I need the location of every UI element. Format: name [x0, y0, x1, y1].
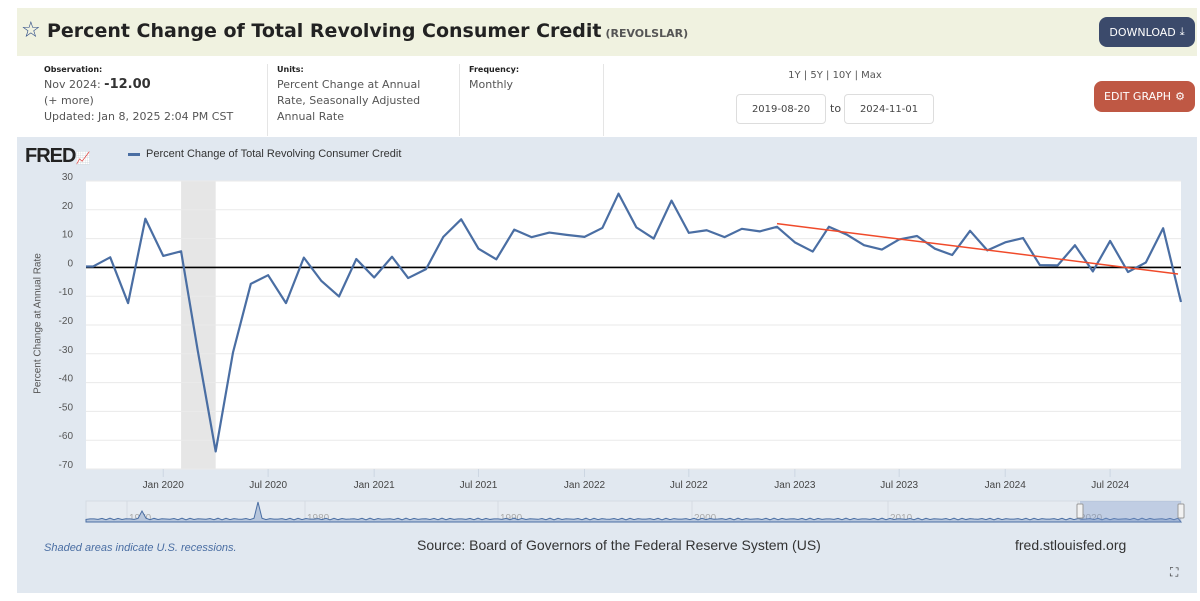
- x-tick-label: Jul 2024: [1091, 480, 1129, 491]
- navigator-handle[interactable]: [1177, 503, 1185, 519]
- observation-block: Observation: Nov 2024: -12.00 (+ more) U…: [44, 65, 234, 123]
- x-tick-label: Jul 2021: [460, 480, 498, 491]
- x-tick-label: Jan 2020: [143, 480, 185, 491]
- units-block: Units: Percent Change at Annual Rate, Se…: [277, 65, 421, 123]
- frequency-block: Frequency: Monthly: [469, 65, 520, 91]
- y-tick-label: -60: [59, 431, 74, 442]
- y-tick-label: 10: [62, 230, 74, 241]
- navigator-year-label: 2000: [694, 513, 717, 524]
- edit-graph-button[interactable]: EDIT GRAPH ⚙: [1094, 81, 1195, 112]
- series-line: [86, 192, 1183, 453]
- legend: Percent Change of Total Revolving Consum…: [128, 148, 401, 160]
- navigator-series: [85, 501, 1183, 523]
- source-text: Source: Board of Governors of the Federa…: [417, 537, 821, 553]
- y-tick-label: 20: [62, 201, 74, 212]
- y-tick-label: -10: [59, 287, 74, 298]
- end-date-input[interactable]: 2024-11-01: [844, 94, 934, 124]
- star-icon[interactable]: ☆: [21, 18, 41, 43]
- y-tick-label: -40: [59, 374, 74, 385]
- series-id: (REVOLSLAR): [605, 27, 689, 40]
- x-tick-label: Jul 2020: [249, 480, 287, 491]
- y-tick-label: 0: [67, 258, 73, 269]
- x-tick-label: Jul 2022: [670, 480, 708, 491]
- site-link[interactable]: fred.stlouisfed.org: [1015, 537, 1127, 553]
- series-header: ☆ Percent Change of Total Revolving Cons…: [17, 8, 1197, 56]
- page-title: Percent Change of Total Revolving Consum…: [47, 20, 689, 42]
- download-icon: ⤓: [1179, 25, 1185, 38]
- trend-line: [776, 222, 1179, 275]
- x-tick-label: Jan 2024: [985, 480, 1027, 491]
- fullscreen-icon[interactable]: ⛶: [1170, 565, 1179, 579]
- download-button[interactable]: DOWNLOAD ⤓: [1099, 17, 1195, 47]
- divider: [267, 64, 268, 136]
- x-tick-label: Jan 2021: [354, 480, 396, 491]
- y-tick-label: -20: [59, 316, 74, 327]
- x-tick-label: Jan 2022: [564, 480, 606, 491]
- observation-value: -12.00: [104, 77, 151, 92]
- more-link[interactable]: (+ more): [44, 94, 94, 107]
- divider: [459, 64, 460, 136]
- start-date-input[interactable]: 2019-08-20: [736, 94, 826, 124]
- y-tick-label: -70: [59, 460, 74, 471]
- y-tick-label: -30: [59, 345, 74, 356]
- recession-note: Shaded areas indicate U.S. recessions.: [44, 542, 237, 554]
- gear-icon: ⚙: [1175, 90, 1185, 103]
- x-tick-label: Jan 2023: [774, 480, 816, 491]
- legend-swatch: [128, 152, 140, 156]
- x-tick-label: Jul 2023: [880, 480, 918, 491]
- navigator-selection: [1080, 501, 1181, 522]
- navigator-year-label: 1990: [500, 513, 523, 524]
- y-tick-label: 30: [62, 172, 74, 183]
- fred-logo: FRED📈: [25, 145, 90, 167]
- navigator-handle[interactable]: [1076, 503, 1084, 519]
- divider: [603, 64, 604, 136]
- y-tick-label: -50: [59, 402, 74, 413]
- range-presets[interactable]: 1Y | 5Y | 10Y | Max: [788, 70, 882, 81]
